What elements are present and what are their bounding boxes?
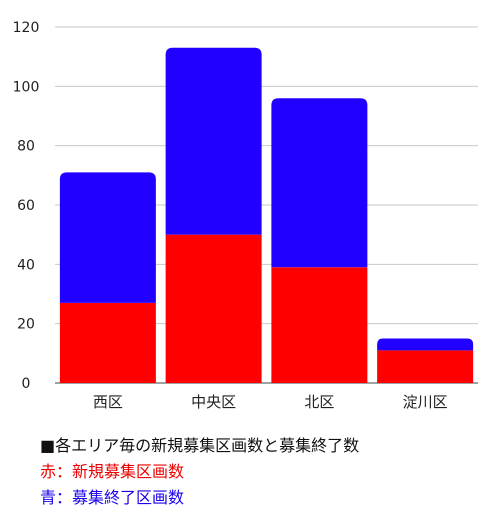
bar-ended-0	[59, 172, 156, 303]
stacked-bar-chart: 0 20 40 60 80 100 120 西区 中央区 北区 淀川区	[13, 20, 478, 411]
x-category-label: 北区	[304, 393, 334, 411]
notes-blue-legend: 青：募集終了区画数	[40, 488, 185, 507]
notes-title: ■各エリア毎の新規募集区画数と募集終了数	[40, 436, 360, 455]
y-tick-label: 0	[22, 376, 31, 392]
bar-new-0	[59, 302, 156, 383]
y-axis-ticks: 0 20 40 60 80 100 120	[13, 20, 40, 392]
y-tick-label: 120	[13, 20, 40, 36]
x-category-label: 淀川区	[403, 393, 448, 411]
bars	[59, 47, 474, 383]
bar-ended-3	[377, 338, 474, 351]
bar-new-3	[377, 350, 474, 383]
bar-new-2	[271, 267, 368, 383]
bar-ended-2	[271, 98, 368, 268]
y-tick-label: 80	[17, 139, 35, 155]
y-tick-label: 40	[17, 257, 35, 273]
bar-ended-1	[165, 47, 262, 235]
y-tick-label: 100	[13, 79, 40, 95]
x-category-label: 西区	[93, 393, 123, 411]
notes-red-legend: 赤：新規募集区画数	[40, 462, 185, 481]
chart-notes: ■各エリア毎の新規募集区画数と募集終了数 赤：新規募集区画数 青：募集終了区画数	[40, 433, 359, 511]
y-tick-label: 60	[17, 198, 35, 214]
bar-new-1	[165, 234, 262, 383]
y-tick-label: 20	[17, 317, 35, 333]
x-category-label: 中央区	[191, 393, 236, 411]
x-axis-categories: 西区 中央区 北区 淀川区	[93, 393, 448, 411]
